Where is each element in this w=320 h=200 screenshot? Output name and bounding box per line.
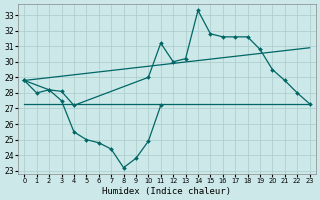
X-axis label: Humidex (Indice chaleur): Humidex (Indice chaleur) — [102, 187, 231, 196]
